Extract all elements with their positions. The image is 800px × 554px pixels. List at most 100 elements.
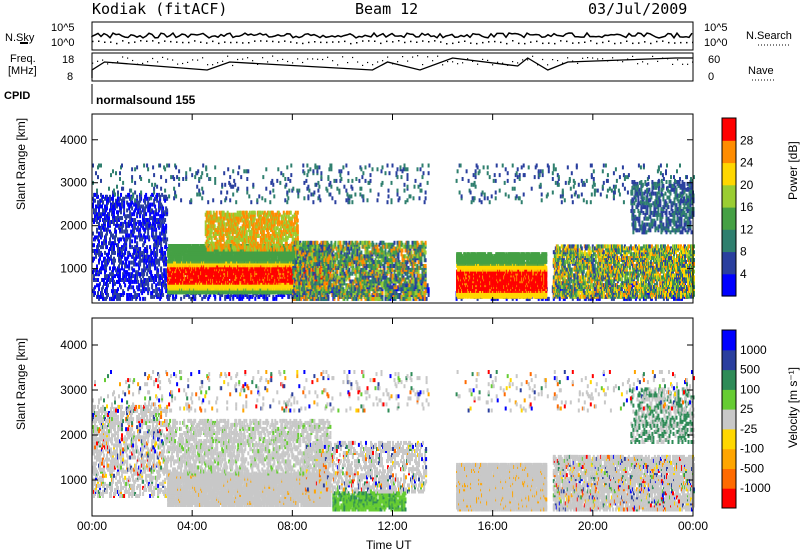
nave-dot [212,64,213,65]
power-panel [92,164,695,301]
power-cell [146,249,148,253]
power-cell [135,280,137,284]
power-cell [162,283,164,287]
power-cell [95,255,97,259]
power-cell [160,243,162,247]
nave-dot [407,61,408,62]
power-cell [113,210,115,214]
nsearch-dot [182,42,184,44]
nsearch-dot [464,41,466,43]
power-cell [117,203,119,207]
nsearch-dot [236,42,238,44]
power-cell [119,297,121,301]
nave-dot [392,63,393,64]
nave-dot [647,63,648,64]
power-cell [112,201,114,205]
power-cell [109,220,111,224]
nave-dot [232,65,233,66]
power-cell [164,218,166,222]
nsearch-dot [452,43,454,45]
power-cell [120,210,122,214]
power-cell [144,228,146,232]
power-cell [110,255,112,259]
power-cell [132,285,134,289]
nave-dot [322,59,323,60]
power-cell [157,274,159,278]
power-cell [143,264,145,268]
power-cell [104,274,106,278]
nave-dot [102,60,103,61]
power-cell [99,205,101,209]
power-cell [219,297,221,301]
power-cell [119,253,121,257]
nsearch-dot [296,42,298,44]
nave-dot [432,60,433,61]
power-cell [136,195,138,199]
nave-dot [92,63,93,64]
power-cell [130,234,132,238]
nave-dot [97,61,98,62]
power-cell [107,228,109,232]
power-cell [165,230,167,234]
power-cell [139,251,141,255]
power-cell [94,235,96,239]
power-cell [109,195,111,199]
power-cell [135,263,137,267]
nsearch-dot [356,42,358,44]
nave-dot [187,62,188,63]
nsearch-dot [440,41,442,43]
power-cell [145,255,147,259]
nave-dot [142,63,143,64]
nave-dot [592,57,593,58]
nave-dot [692,62,693,63]
power-cell [106,206,108,210]
power-cell [140,234,142,238]
power-cell [155,283,157,287]
nsearch-dot [386,41,388,43]
nave-dot [477,64,478,65]
nave-dot [167,59,168,60]
power-cell [151,251,153,255]
power-cell [107,293,109,297]
power-cell [288,295,290,299]
power-cell [157,235,159,239]
power-cell [100,245,102,249]
nave-dot [332,60,333,61]
nave-dot [182,63,183,64]
nsearch-dot [104,42,106,44]
power-cell [122,261,124,265]
nave-dot [587,57,588,58]
nave-dot [472,61,473,62]
nsearch-dot [626,41,628,43]
power-cell [102,285,104,289]
nsearch-dot [566,41,568,43]
power-cell [93,257,95,261]
power-cell [122,247,124,251]
power-cell [123,197,125,201]
nsearch-dot [572,42,574,44]
power-cell [140,222,142,226]
power-cell [148,287,150,291]
power-cell [102,208,104,212]
power-cell [119,268,121,272]
power-cell [161,289,163,293]
nave-dot [297,58,298,59]
power-cell [102,195,104,199]
power-cell [155,278,157,282]
power-cell [142,205,144,209]
nave-dot [237,59,238,60]
nave-dot [397,61,398,62]
nsearch-dot [272,41,274,43]
nsearch-dot [608,41,610,43]
power-cell [136,241,138,245]
nave-dot [227,56,228,57]
power-cell [126,230,128,234]
nave-dot [137,64,138,65]
power-cell [148,197,150,201]
power-cell [159,195,161,199]
power-cell [112,206,114,210]
nsearch-dot [338,41,340,43]
power-cell [158,282,160,286]
power-cell [154,264,156,268]
power-cell [102,245,104,249]
